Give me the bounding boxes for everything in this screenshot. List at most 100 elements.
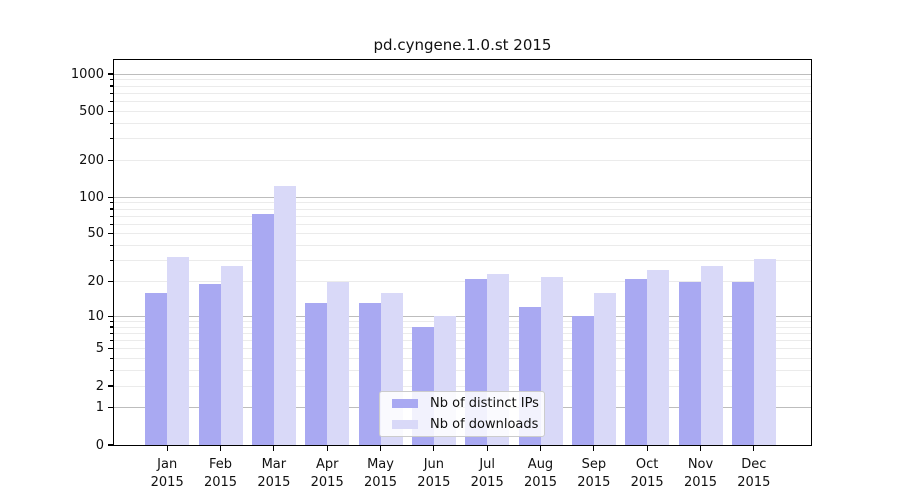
gridline-minor-8 [114,326,811,328]
x-axis-tick-mar [273,446,275,452]
x-axis-label-jun: Jun 2015 [417,457,451,491]
gridline-major-1000 [114,73,811,75]
x-axis-label-mar: Mar 2015 [257,457,291,491]
gridline-minor-70 [114,215,811,217]
x-axis-label-apr: Apr 2015 [310,457,344,491]
y-axis-label-200: 200 [79,152,104,168]
x-axis-label-jan: Jan 2015 [150,457,184,491]
plot-area: Nb of distinct IPs Nb of downloads 0 1 2 5 1… [71,59,812,490]
y-axis-minor-tick-900 [109,79,113,81]
gridline-major-100 [114,196,811,198]
gridline-minor-4 [114,358,811,360]
y-axis-tick-500 [107,110,113,112]
y-axis-minor-tick-90 [109,202,113,204]
x-axis-label-may: May 2015 [363,457,398,491]
x-axis-label-nov: Nov 2015 [683,457,718,491]
y-axis-tick-1000 [107,73,113,75]
legend-label-distinct-ips: Nb of distinct IPs [430,395,539,411]
y-axis-tick-20 [107,280,113,283]
bar-ips-dec [731,281,754,445]
y-axis-tick-100 [107,196,113,198]
gridline-minor-2 [114,385,811,387]
x-axis-tick-jan [166,446,168,452]
gridline-minor-900 [114,79,811,81]
y-axis-label-1000: 1000 [70,66,104,82]
bar-ips-nov [678,281,701,445]
bar-downloads-aug [540,276,563,445]
gridline-minor-200 [114,159,811,161]
legend-item-downloads: Nb of downloads [388,416,539,435]
x-axis-label-jul: Jul 2015 [470,457,504,491]
legend: Nb of distinct IPs Nb of downloads [379,391,545,437]
y-axis-minor-tick-3 [109,369,113,372]
bar-downloads-feb [220,266,243,445]
y-axis-tick-200 [107,159,113,161]
bar-downloads-jan [167,257,190,445]
gridline-minor-800 [114,85,811,87]
y-axis-minor-tick-400 [109,122,113,124]
x-axis-tick-aug [539,446,542,452]
y-axis-label-10: 10 [87,308,104,324]
y-axis-label-500: 500 [79,103,104,119]
gridline-minor-50 [114,233,811,235]
gridline-minor-400 [114,122,811,124]
gridline-minor-7 [114,332,811,334]
y-axis-minor-tick-70 [109,215,113,217]
legend-swatch-downloads [392,420,418,430]
gridline-minor-40 [114,245,811,247]
y-axis-minor-tick-800 [109,85,113,87]
y-axis-tick-5 [107,348,113,350]
legend-swatch-distinct-ips [392,398,418,408]
gridline-minor-6 [114,340,811,342]
y-axis-label-5: 5 [95,341,104,357]
x-axis-tick-sep [593,446,595,452]
y-axis-tick-10 [107,315,113,317]
y-axis-minor-tick-6 [109,339,113,342]
x-axis-tick-nov [699,446,702,452]
gridline-minor-60 [114,223,811,225]
x-axis-tick-apr [326,446,328,452]
x-axis-label-oct: Oct 2015 [630,457,664,491]
chart-title: pd.cyngene.1.0.st 2015 [373,36,552,54]
y-axis-label-2: 2 [95,378,104,394]
gridline-minor-90 [114,202,811,204]
bar-downloads-mar [273,186,296,445]
bar-ips-jan [145,292,168,445]
x-axis-tick-feb [219,446,222,452]
bar-ips-oct [625,279,648,445]
y-axis-minor-tick-9 [109,320,113,322]
bar-downloads-dec [753,258,776,445]
gridline-major-10 [114,315,811,317]
gridline-minor-80 [114,208,811,210]
gridline-minor-20 [114,281,811,283]
x-axis-tick-jun [433,446,435,452]
bar-downloads-nov [700,266,723,445]
y-axis-minor-tick-4 [109,357,113,360]
y-axis-label-100: 100 [79,189,104,205]
x-axis-tick-may [379,446,382,452]
bar-ips-mar [251,213,274,445]
y-axis-tick-1 [107,407,113,409]
legend-label-downloads: Nb of downloads [430,417,539,433]
y-axis-minor-tick-600 [109,100,113,103]
x-axis-label-dec: Dec 2015 [737,457,771,491]
y-axis-label-20: 20 [87,274,104,290]
gridline-minor-600 [114,100,811,102]
y-axis-minor-tick-40 [109,245,113,247]
x-axis-label-feb: Feb 2015 [203,457,238,491]
gridline-minor-9 [114,320,811,322]
bar-ips-may [358,303,381,445]
x-axis-tick-jul [486,446,488,452]
bar-downloads-apr [327,281,350,445]
y-axis-minor-tick-7 [109,332,113,334]
bar-downloads-sep [593,292,616,445]
y-axis-minor-tick-60 [109,223,113,225]
bar-downloads-oct [647,270,670,445]
gridline-minor-500 [114,110,811,112]
gridline-minor-300 [114,138,811,140]
y-axis-minor-tick-300 [109,137,113,140]
legend-item-distinct-ips: Nb of distinct IPs [388,394,539,413]
gridline-minor-700 [114,92,811,94]
y-axis-minor-tick-700 [109,92,113,94]
